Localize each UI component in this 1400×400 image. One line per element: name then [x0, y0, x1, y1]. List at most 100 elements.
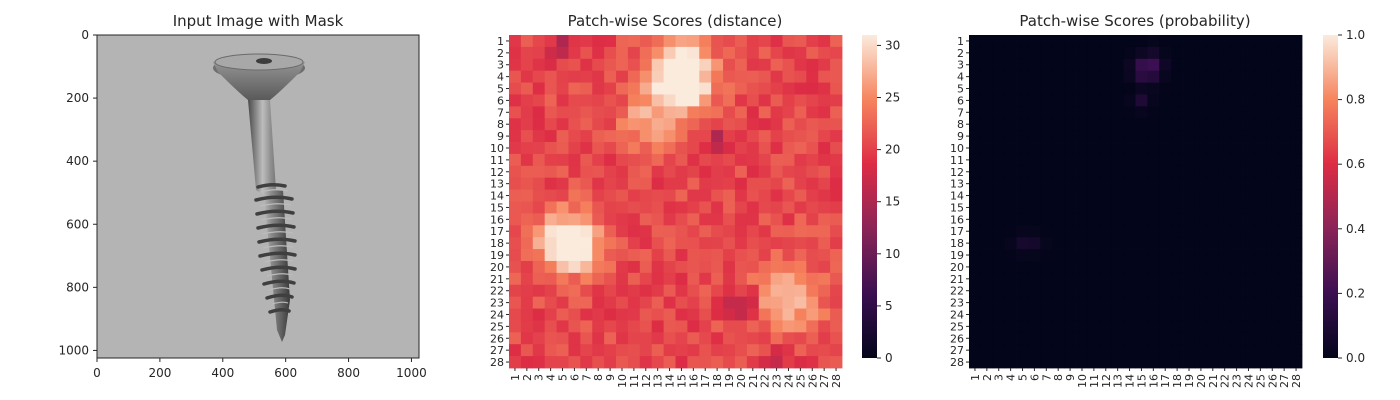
heatmap-cell — [604, 260, 617, 274]
heatmap-cell — [1183, 106, 1196, 119]
heatmap-cell — [969, 153, 982, 167]
heatmap-cell — [758, 82, 772, 95]
heatmap-cell — [992, 35, 1006, 48]
heatmap-cell — [782, 332, 795, 345]
heatmap-cell — [830, 130, 843, 143]
heatmap-cell — [1064, 130, 1077, 143]
heatmap-cell — [1040, 213, 1053, 226]
heatmap-cell — [1242, 237, 1255, 250]
heatmap-cell — [1123, 344, 1136, 357]
heatmap-cell — [1290, 296, 1303, 309]
x-tick-label: 24 — [782, 374, 795, 388]
heatmap-cell — [1183, 213, 1196, 226]
heatmap-cell — [1266, 35, 1279, 48]
heatmap-cell — [1004, 70, 1017, 83]
heatmap-cell — [1278, 225, 1291, 238]
heatmap-cell — [746, 142, 760, 155]
heatmap-cell — [532, 249, 546, 262]
heatmap-cell — [830, 237, 843, 250]
heatmap-cell — [1171, 189, 1184, 202]
heatmap-cell — [1266, 320, 1279, 333]
heatmap-cell — [1159, 106, 1172, 119]
heatmap-cell — [830, 189, 843, 202]
heatmap-cell — [651, 332, 664, 345]
heatmap-cell — [663, 82, 676, 95]
heatmap-cell — [580, 58, 593, 72]
heatmap-cell — [544, 320, 557, 333]
heatmap-cell — [980, 82, 994, 95]
heatmap-cell — [1230, 237, 1243, 250]
heatmap-cell — [1242, 332, 1255, 345]
heatmap-cell — [675, 332, 688, 345]
heatmap-cell — [1028, 130, 1041, 143]
heatmap-cell — [830, 82, 843, 95]
heatmap-cell — [1028, 249, 1041, 262]
heatmap-cell — [1147, 177, 1160, 190]
heatmap-cell — [723, 201, 736, 214]
input-image-panel: Input Image with Mask — [58, 12, 426, 380]
heatmap-cell — [770, 272, 783, 286]
x-tick-label: 19 — [723, 374, 736, 388]
heatmap-cell — [1290, 94, 1303, 107]
heatmap-cell — [734, 35, 748, 48]
heatmap-cell — [806, 70, 819, 83]
heatmap-cell — [1028, 189, 1041, 202]
heatmap-cell — [818, 189, 831, 202]
heatmap-cell — [734, 249, 748, 262]
heatmap-cell — [651, 106, 664, 119]
colorbar-tick-label: 10 — [885, 247, 900, 261]
heatmap-cell — [806, 356, 819, 369]
heatmap-cell — [1028, 272, 1041, 286]
heatmap-cell — [699, 189, 712, 202]
heatmap-cell — [1004, 272, 1017, 286]
heatmap-cell — [1016, 344, 1029, 357]
heatmap-cell — [1242, 130, 1255, 143]
colorbar-tick-label: 0.0 — [1346, 351, 1365, 365]
heatmap-cell — [1171, 320, 1184, 333]
heatmap-cell — [627, 142, 641, 155]
heatmap-cell — [509, 70, 522, 83]
heatmap-cell — [699, 201, 712, 214]
heatmap-cell — [1147, 249, 1160, 262]
heatmap-cell — [639, 46, 653, 60]
heatmap-cell — [1242, 344, 1255, 357]
heatmap-cell — [1040, 106, 1053, 119]
heatmap-cell — [1183, 94, 1196, 107]
heatmap-cell — [1052, 142, 1065, 155]
heatmap-cell — [509, 213, 522, 226]
heatmap-cell — [1087, 189, 1101, 202]
heatmap-cell — [687, 225, 700, 238]
heatmap-cell — [1087, 35, 1101, 48]
heatmap-cell — [1004, 213, 1017, 226]
heatmap-cell — [687, 344, 700, 357]
heatmap-cell — [1242, 82, 1255, 95]
heatmap-cell — [604, 106, 617, 119]
heatmap-cell — [1099, 70, 1113, 83]
x-tick-label: 0 — [93, 366, 101, 380]
heatmap-cell — [520, 130, 534, 143]
heatmap-cell — [639, 70, 653, 83]
heatmap-cell — [969, 249, 982, 262]
heatmap-cell — [651, 272, 664, 286]
x-tick-label: 7 — [1040, 374, 1053, 381]
x-tick-label: 25 — [794, 374, 807, 388]
heatmap-cell — [1028, 165, 1041, 179]
heatmap-cell — [1183, 70, 1196, 83]
heatmap-cell — [1135, 189, 1148, 202]
heatmap-cell — [734, 260, 748, 274]
heatmap-cell — [1266, 70, 1279, 83]
heatmap-cell — [806, 142, 819, 155]
heatmap-cell — [1218, 344, 1232, 357]
heatmap-cell — [746, 106, 760, 119]
heatmap-cell — [651, 142, 664, 155]
heatmap-cell — [1052, 249, 1065, 262]
heatmap-cell — [663, 118, 676, 131]
heatmap-cell — [544, 201, 557, 214]
heatmap-cell — [782, 70, 795, 83]
heatmap-cell — [616, 130, 629, 143]
heatmap-cell — [616, 308, 629, 321]
heatmap-cell — [663, 213, 676, 226]
heatmap-cell — [969, 332, 982, 345]
heatmap-cell — [568, 94, 581, 107]
heatmap-cell — [544, 46, 557, 60]
